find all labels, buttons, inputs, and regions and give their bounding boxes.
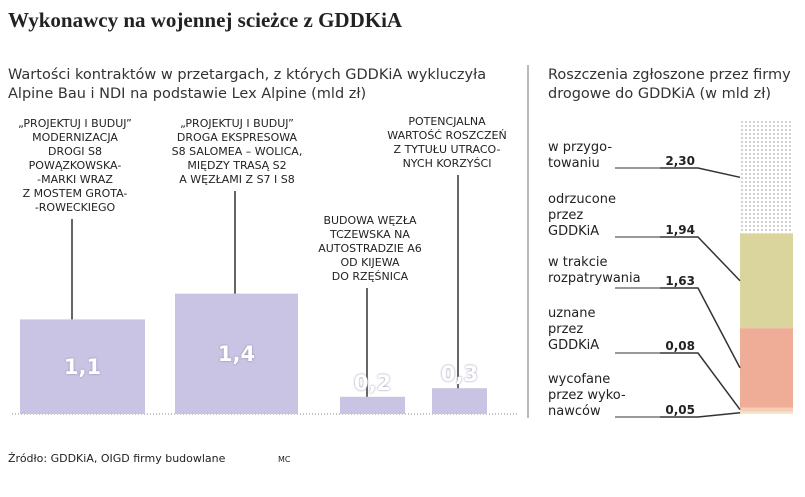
bar-annotation: „PROJEKTUJ I BUDUJ” MODERNIZACJA DROGI S… xyxy=(18,117,132,214)
bar-annotation: POTENCJALNA WARTOŚĆ ROSZCZEŃ Z TYTUŁU UT… xyxy=(387,115,507,170)
series-name: uznane przez GDDKiA xyxy=(548,306,600,353)
leader-line xyxy=(660,412,741,418)
stack-segment xyxy=(740,233,793,329)
bar xyxy=(340,396,405,414)
leader-line xyxy=(660,352,741,411)
series-name: wycofane przez wyko- nawców xyxy=(548,372,626,419)
stack-segment xyxy=(740,121,793,234)
stack-segment xyxy=(740,328,793,408)
bar-annotation: „PROJEKTUJ I BUDUJ” DROGA EKSPRESOWA S8 … xyxy=(171,117,303,186)
series-name: w przygo- towaniu xyxy=(548,140,613,171)
series-value: 0,08 xyxy=(665,339,695,353)
series-value: 2,30 xyxy=(665,154,695,168)
bar-annotation: BUDOWA WĘZŁA TCZEWSKA NA AUTOSTRADZIE A6… xyxy=(318,214,422,283)
right-subtitle: Roszczenia zgłoszone przez firmy drogowe… xyxy=(548,67,791,102)
series-name: odrzucone przez GDDKiA xyxy=(548,192,616,239)
stack-segment xyxy=(740,407,793,412)
credit: MC xyxy=(278,455,291,464)
source: Źródło: GDDKiA, OIGD firmy budowlane xyxy=(8,452,226,465)
left-subtitle: Wartości kontraktów w przetargach, z któ… xyxy=(8,67,487,102)
value-label: 1,1 xyxy=(63,354,102,379)
value-label: 1,4 xyxy=(217,341,256,366)
leader-line xyxy=(660,236,741,282)
bar xyxy=(20,319,145,414)
bar xyxy=(432,388,487,414)
value-label: 0,2 xyxy=(353,370,392,395)
series-name: w trakcie rozpatrywania xyxy=(548,255,641,286)
series-value: 1,63 xyxy=(665,274,695,288)
series-value: 0,05 xyxy=(665,403,695,417)
stack-segment xyxy=(740,411,793,414)
series-value: 1,94 xyxy=(665,223,695,237)
leader-line xyxy=(660,287,741,369)
bar xyxy=(175,293,298,414)
leader-line xyxy=(660,167,741,179)
value-label: 0,3 xyxy=(440,362,479,387)
title: Wykonawcy na wojennej scieżce z GDDKiA xyxy=(8,8,403,32)
